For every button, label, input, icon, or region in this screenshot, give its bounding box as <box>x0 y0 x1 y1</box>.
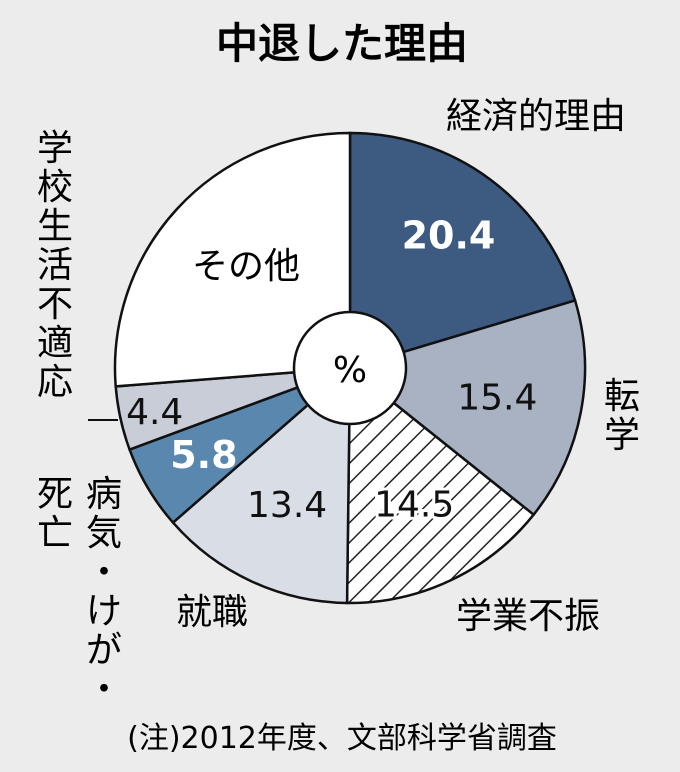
value-label-group: 20.4 15.4 14.5 13.45.84.4 <box>126 214 537 529</box>
category-label-transfer: 転学 <box>604 376 640 456</box>
donut-hole <box>292 310 408 426</box>
slice-poor-grades <box>345 365 536 605</box>
category-label-illness-injury-death: 病気・けが・死亡 <box>37 474 122 710</box>
category-label-school-maladjustment: 学校生活不適応 <box>37 128 73 403</box>
slice-transfer <box>347 298 587 517</box>
value-label-transfer: 15.4 <box>457 378 537 419</box>
category-label-other: その他 <box>192 246 300 287</box>
center-label: % <box>333 350 367 391</box>
slice-employment <box>171 365 352 605</box>
value-label-illness-injury-death: 5.8 <box>170 433 237 477</box>
category-label-employment: 就職 <box>176 592 248 633</box>
value-label-economic-reasons: 20.4 <box>402 214 496 258</box>
value-label-poor-grades: 14.5 <box>374 485 454 526</box>
source-note: (注)2012年度、文部科学省調査 <box>127 721 557 756</box>
slice-economic-reasons <box>348 131 577 370</box>
slice-other <box>113 131 352 388</box>
category-label-poor-grades: 学業不振 <box>456 596 600 637</box>
slice-group <box>113 131 587 605</box>
chart-title: 中退した理由 <box>216 19 468 68</box>
category-label-economic-reasons: 経済的理由 <box>446 96 626 137</box>
value-label-school-maladjustment: 4.4 <box>126 392 183 433</box>
value-label-employment: 13.4 <box>247 485 327 526</box>
